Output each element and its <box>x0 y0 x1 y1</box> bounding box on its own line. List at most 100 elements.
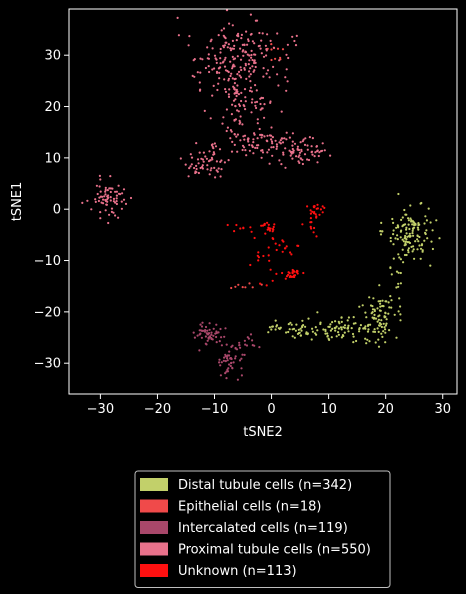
scatter-point <box>217 34 220 37</box>
scatter-point <box>431 229 434 232</box>
scatter-point <box>407 217 410 220</box>
scatter-point <box>204 329 207 332</box>
scatter-point <box>238 341 241 344</box>
scatter-point <box>275 147 278 150</box>
scatter-point <box>211 94 214 97</box>
scatter-point <box>301 162 304 166</box>
scatter-point <box>219 47 222 51</box>
scatter-point <box>266 69 270 72</box>
scatter-point <box>193 166 196 170</box>
scatter-point <box>266 228 269 231</box>
scatter-point <box>227 95 231 98</box>
scatter-point <box>235 39 238 42</box>
scatter-point <box>394 237 397 240</box>
scatter-point <box>407 223 410 226</box>
plot-frame <box>68 8 458 395</box>
scatter-point <box>358 330 361 333</box>
scatter-point <box>206 339 209 342</box>
scatter-point <box>224 372 227 375</box>
scatter-point <box>285 53 288 56</box>
scatter-point <box>225 108 228 111</box>
scatter-point <box>251 339 254 342</box>
scatter-point <box>364 325 367 328</box>
scatter-point <box>278 244 281 247</box>
scatter-point <box>219 327 222 331</box>
scatter-point <box>239 76 243 79</box>
y-tick-label: 0 <box>53 203 61 218</box>
scatter-point <box>372 297 375 300</box>
scatter-point <box>232 361 235 364</box>
scatter-point <box>414 240 417 243</box>
scatter-point <box>368 340 371 343</box>
scatter-point <box>238 359 242 362</box>
scatter-point <box>195 167 198 171</box>
scatter-point <box>268 162 271 165</box>
scatter-point <box>233 57 237 60</box>
scatter-point <box>311 210 314 213</box>
scatter-point <box>342 334 345 338</box>
legend-swatch <box>140 478 168 491</box>
scatter-point <box>272 146 275 149</box>
scatter-point <box>403 253 407 257</box>
scatter-point <box>397 226 400 229</box>
y-tick-label: −20 <box>34 305 61 320</box>
scatter-point <box>303 153 307 156</box>
scatter-point <box>412 234 415 237</box>
scatter-point <box>314 332 317 335</box>
scatter-points <box>81 9 441 381</box>
scatter-point <box>212 334 215 337</box>
scatter-point <box>419 247 423 250</box>
scatter-point <box>227 367 230 370</box>
scatter-point <box>114 190 117 193</box>
scatter-point <box>224 88 227 91</box>
scatter-point <box>206 333 209 336</box>
scatter-point <box>256 118 259 121</box>
scatter-point <box>212 84 215 87</box>
scatter-point <box>400 229 403 232</box>
scatter-point <box>380 221 383 224</box>
scatter-point <box>272 65 275 68</box>
scatter-point <box>405 238 408 241</box>
scatter-point <box>408 227 411 231</box>
scatter-point <box>239 66 242 69</box>
scatter-point <box>235 94 238 98</box>
scatter-point <box>294 44 298 47</box>
scatter-point <box>269 100 272 103</box>
scatter-point <box>248 143 251 147</box>
scatter-point <box>86 199 89 202</box>
scatter-point <box>265 54 268 57</box>
scatter-point <box>237 283 240 286</box>
scatter-point <box>403 208 406 212</box>
scatter-point <box>199 323 202 326</box>
scatter-point <box>210 167 213 170</box>
scatter-point <box>273 223 276 226</box>
scatter-point <box>253 132 256 135</box>
scatter-point <box>250 56 253 59</box>
scatter-point <box>204 325 208 329</box>
scatter-point <box>187 44 190 47</box>
scatter-point <box>230 113 233 116</box>
scatter-point <box>265 139 268 142</box>
scatter-point <box>399 271 402 275</box>
scatter-point <box>190 163 193 166</box>
scatter-point <box>426 237 429 240</box>
scatter-point <box>260 52 263 55</box>
scatter-point <box>380 325 383 329</box>
scatter-point <box>319 208 322 211</box>
scatter-point <box>371 308 375 311</box>
legend-swatch <box>140 564 168 577</box>
scatter-point <box>399 258 402 261</box>
scatter-point <box>306 144 309 147</box>
scatter-point <box>334 329 337 332</box>
scatter-point <box>215 61 218 64</box>
scatter-point <box>382 322 385 325</box>
scatter-point <box>365 342 368 345</box>
scatter-point <box>271 136 274 139</box>
scatter-point <box>104 209 107 212</box>
scatter-point <box>285 89 288 92</box>
scatter-point <box>259 102 262 106</box>
scatter-point <box>298 331 301 334</box>
scatter-point <box>210 156 213 159</box>
scatter-point <box>254 146 257 149</box>
scatter-point <box>209 159 212 162</box>
